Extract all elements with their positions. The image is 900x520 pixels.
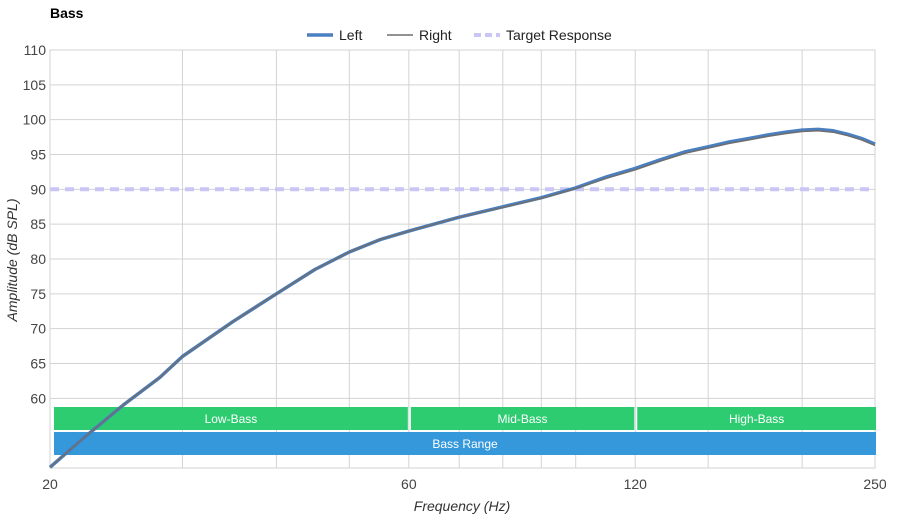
legend-label: Right	[419, 27, 452, 43]
band-label: Mid-Bass	[498, 412, 548, 426]
band-low-bass	[54, 407, 408, 430]
y-tick-label: 80	[30, 251, 46, 267]
y-tick-label: 70	[30, 321, 46, 337]
legend-label: Target Response	[506, 27, 612, 43]
band-high-bass	[637, 407, 876, 430]
x-axis-ticks: 20 60 120 250	[42, 476, 887, 492]
chart-title: Bass	[50, 5, 84, 21]
band-bass-range	[54, 432, 876, 455]
x-tick-label: 60	[401, 476, 417, 492]
y-tick-label: 65	[30, 356, 46, 372]
frequency-bands: Low-Bass Mid-Bass High-Bass Bass Range	[54, 407, 876, 455]
y-tick-label: 110	[24, 42, 47, 58]
band-mid-bass	[410, 407, 635, 430]
legend-label: Left	[339, 27, 362, 43]
band-label: Bass Range	[432, 437, 498, 451]
band-label: Low-Bass	[205, 412, 258, 426]
y-tick-label: 85	[30, 216, 46, 232]
legend: Left Right Target Response	[307, 27, 612, 43]
series-line-right	[49, 130, 876, 468]
y-tick-label: 95	[30, 147, 46, 163]
x-tick-label: 20	[42, 476, 58, 492]
y-axis-label: Amplitude (dB SPL)	[4, 199, 20, 323]
y-tick-label: 60	[30, 390, 46, 406]
y-axis-ticks: 60 65 70 75 80 85 90 95 100 105 110	[23, 42, 47, 406]
series-lines	[48, 127, 876, 469]
grid-lines	[49, 49, 876, 469]
x-tick-label: 250	[863, 476, 887, 492]
y-tick-label: 100	[23, 112, 47, 128]
y-tick-label: 75	[30, 286, 46, 302]
x-axis-label: Frequency (Hz)	[414, 498, 510, 514]
x-tick-label: 120	[624, 476, 648, 492]
y-tick-label: 90	[30, 181, 46, 197]
y-tick-label: 105	[23, 77, 47, 93]
band-label: High-Bass	[729, 412, 784, 426]
